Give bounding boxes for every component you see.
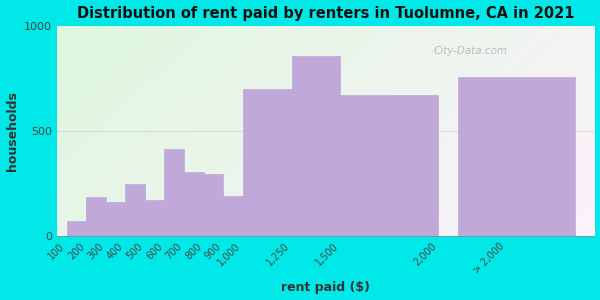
X-axis label: rent paid ($): rent paid ($) [281, 281, 370, 294]
Bar [292, 56, 340, 236]
Bar [145, 200, 164, 236]
Bar [203, 174, 223, 236]
Bar [184, 172, 203, 236]
Bar [106, 202, 125, 236]
Bar [125, 184, 145, 236]
Text: City-Data.com: City-Data.com [433, 46, 508, 56]
Bar [340, 95, 438, 236]
Bar [223, 196, 242, 236]
Y-axis label: households: households [5, 91, 19, 171]
Bar [86, 197, 106, 236]
Bar [164, 149, 184, 236]
Bar [458, 77, 575, 236]
Bar [242, 89, 292, 236]
Title: Distribution of rent paid by renters in Tuolumne, CA in 2021: Distribution of rent paid by renters in … [77, 6, 574, 21]
Bar [67, 220, 86, 236]
